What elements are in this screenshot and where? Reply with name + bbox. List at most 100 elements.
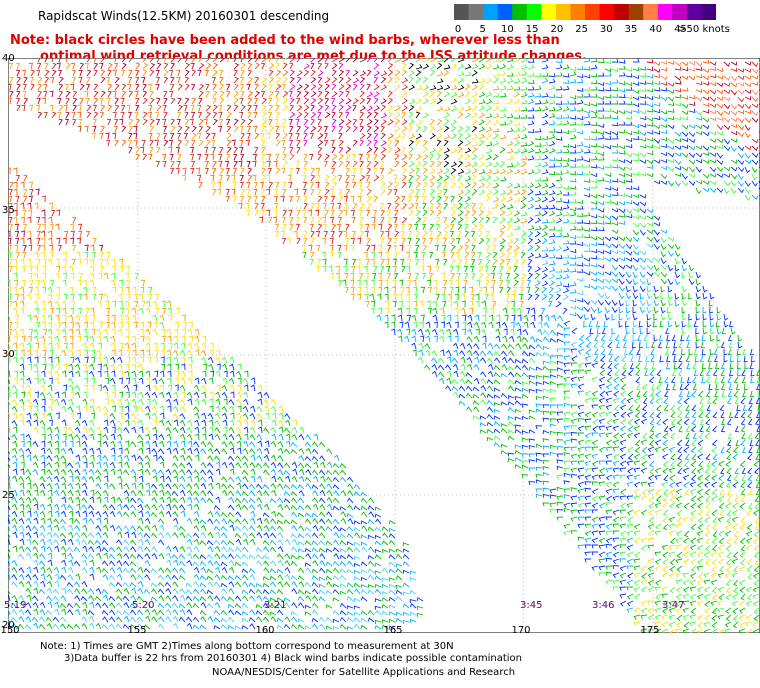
wind-barb bbox=[471, 272, 476, 280]
wind-barb bbox=[41, 433, 46, 441]
wind-barb bbox=[145, 370, 151, 378]
wind-barb bbox=[19, 328, 25, 336]
wind-barb bbox=[662, 495, 669, 503]
wind-barb bbox=[570, 487, 578, 492]
wind-barb bbox=[304, 476, 312, 483]
wind-barb bbox=[513, 258, 519, 266]
wind-barb bbox=[173, 475, 179, 483]
wind-barb bbox=[646, 264, 654, 271]
wind-barb bbox=[54, 447, 60, 455]
wind-barb bbox=[576, 306, 584, 311]
wind-barb bbox=[618, 299, 624, 307]
wind-barb bbox=[458, 400, 466, 406]
wind-barb bbox=[242, 461, 249, 469]
wind-barb bbox=[719, 404, 725, 412]
wind-barb bbox=[466, 406, 473, 413]
wind-barb bbox=[331, 146, 336, 154]
wind-barb bbox=[111, 426, 116, 434]
wind-barb bbox=[436, 133, 443, 140]
wind-barb bbox=[563, 507, 571, 513]
wind-barb bbox=[737, 341, 743, 349]
wind-barb bbox=[312, 441, 319, 448]
wind-barb bbox=[356, 279, 361, 287]
wind-barb bbox=[117, 398, 123, 406]
wind-barb bbox=[443, 118, 450, 126]
wind-barb bbox=[674, 131, 682, 137]
wind-barb bbox=[593, 341, 599, 349]
wind-barb bbox=[284, 448, 291, 455]
wind-barb bbox=[621, 355, 627, 363]
wind-barb bbox=[68, 496, 74, 504]
wind-barb bbox=[371, 244, 376, 252]
wind-barb bbox=[25, 433, 32, 441]
wind-barb bbox=[633, 425, 641, 432]
wind-barb bbox=[613, 390, 620, 397]
wind-barb bbox=[702, 102, 710, 107]
wind-barb bbox=[739, 523, 746, 531]
wind-barb bbox=[716, 82, 724, 88]
wind-barb bbox=[366, 167, 372, 175]
wind-barb bbox=[47, 335, 53, 343]
wind-barb bbox=[548, 171, 556, 176]
wind-barb bbox=[520, 273, 527, 280]
wind-barb bbox=[590, 200, 598, 205]
wind-barb bbox=[653, 285, 659, 293]
wind-barb bbox=[191, 83, 196, 91]
wind-barb bbox=[338, 111, 344, 119]
wind-barb bbox=[500, 449, 508, 455]
wind-barb bbox=[64, 230, 69, 238]
wind-barb bbox=[716, 187, 724, 194]
wind-barb bbox=[691, 411, 697, 419]
wind-barb bbox=[590, 113, 598, 119]
wind-barb bbox=[144, 468, 151, 476]
wind-barb bbox=[605, 446, 613, 452]
wind-barb bbox=[747, 418, 753, 426]
wind-barb bbox=[98, 321, 104, 329]
wind-barb bbox=[604, 172, 612, 177]
wind-barb bbox=[569, 100, 577, 105]
wind-barb bbox=[681, 306, 686, 314]
wind-barb bbox=[645, 355, 650, 363]
wind-barb bbox=[457, 92, 465, 98]
wind-barb bbox=[660, 278, 667, 285]
wind-barb bbox=[111, 405, 116, 413]
wind-barb bbox=[605, 383, 613, 390]
wind-barb bbox=[680, 334, 685, 342]
wind-barb bbox=[70, 83, 75, 91]
wind-barb bbox=[345, 77, 352, 84]
wind-barb bbox=[353, 491, 361, 497]
wind-barb bbox=[695, 116, 703, 121]
wind-barb bbox=[289, 146, 294, 154]
wind-barb bbox=[570, 438, 578, 443]
wind-barb bbox=[654, 432, 662, 439]
wind-barb bbox=[535, 452, 543, 457]
wind-barb bbox=[104, 475, 109, 483]
wind-barb bbox=[92, 118, 97, 126]
wind-barb bbox=[210, 181, 216, 189]
wind-barb bbox=[569, 144, 577, 149]
wind-barb bbox=[119, 279, 124, 287]
wind-barb bbox=[527, 265, 533, 273]
wind-barb bbox=[420, 265, 425, 273]
wind-barb bbox=[92, 104, 97, 112]
wind-barb bbox=[180, 377, 186, 385]
wind-barb bbox=[184, 83, 190, 91]
wind-barb bbox=[207, 412, 214, 420]
wind-barb bbox=[127, 76, 133, 84]
colorbar-swatch bbox=[643, 4, 659, 20]
wind-barb bbox=[326, 461, 333, 469]
wind-barb bbox=[613, 355, 620, 363]
wind-barb bbox=[429, 181, 435, 189]
wind-barb bbox=[590, 277, 598, 282]
wind-barb bbox=[731, 516, 739, 523]
wind-barb bbox=[597, 208, 605, 213]
wind-barb bbox=[224, 160, 230, 168]
wind-barb bbox=[549, 430, 557, 435]
wind-barb bbox=[121, 125, 127, 133]
wind-barb bbox=[542, 460, 550, 465]
wind-barb bbox=[352, 139, 358, 147]
wind-barb bbox=[483, 286, 488, 294]
wind-barb bbox=[149, 69, 155, 77]
wind-barb bbox=[103, 517, 109, 525]
wind-barb bbox=[323, 139, 329, 147]
